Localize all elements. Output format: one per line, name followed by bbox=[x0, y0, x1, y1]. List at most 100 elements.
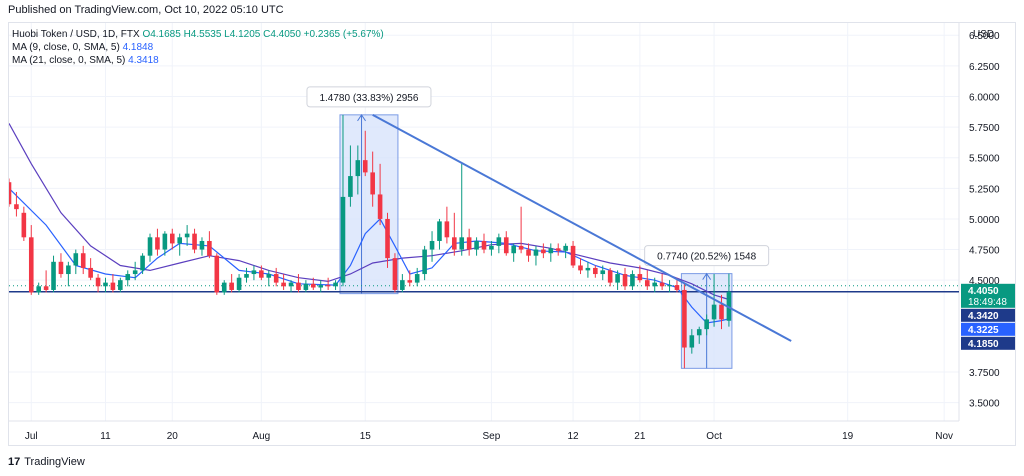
candle-body bbox=[207, 240, 212, 256]
candle-body bbox=[155, 237, 160, 250]
candle-body bbox=[273, 274, 279, 283]
candle-body bbox=[459, 237, 465, 250]
y-tick-label: 6.5000 bbox=[969, 31, 1000, 42]
x-tick-label: 11 bbox=[100, 431, 111, 442]
x-tick-label: Aug bbox=[252, 431, 270, 442]
trend-line bbox=[372, 113, 792, 342]
y-tick-label: 4.5000 bbox=[969, 276, 1000, 287]
candle-body bbox=[103, 282, 108, 287]
candle-body bbox=[607, 270, 613, 283]
candle-body bbox=[303, 283, 309, 290]
candle-body bbox=[21, 212, 27, 238]
candle-body bbox=[36, 286, 41, 293]
x-tick-label: 12 bbox=[568, 431, 580, 442]
legend-ma21-label: MA (21, close, 0, SMA, 5) bbox=[12, 55, 126, 66]
candle-body bbox=[385, 218, 390, 259]
tradingview-logo-icon: 17 bbox=[8, 456, 21, 468]
candle-body bbox=[251, 270, 257, 275]
y-tick-label: 3.5000 bbox=[969, 399, 1000, 410]
legend-symbol: Huobi Token / USD, 1D, FTX bbox=[12, 29, 140, 40]
candle-body bbox=[422, 249, 427, 275]
y-tick-label: 3.7500 bbox=[969, 368, 1000, 379]
candle-body bbox=[221, 282, 227, 293]
price-badge-text: 4.4050 bbox=[968, 286, 999, 297]
y-tick-label: 5.7500 bbox=[969, 123, 1000, 134]
measure-label-box bbox=[644, 245, 770, 267]
candle-body bbox=[370, 172, 375, 195]
candle-body bbox=[518, 245, 524, 250]
candle-body bbox=[377, 194, 383, 219]
price-badge-countdown: 18:49:48 bbox=[968, 297, 1007, 308]
candle-body bbox=[80, 253, 86, 268]
candle-body bbox=[511, 245, 516, 254]
candle-body bbox=[414, 274, 420, 283]
candle-body bbox=[555, 248, 561, 251]
candle-body bbox=[541, 249, 546, 254]
candle-body bbox=[110, 282, 116, 290]
candle-body bbox=[177, 237, 183, 244]
candle-body bbox=[615, 274, 620, 283]
candle-body bbox=[184, 233, 190, 238]
candle-body bbox=[214, 255, 220, 293]
candle-body bbox=[125, 274, 131, 281]
candle-body bbox=[674, 285, 680, 290]
candle-body bbox=[563, 245, 568, 251]
candle-body bbox=[296, 282, 301, 290]
candle-body bbox=[548, 248, 554, 254]
footer-brand: 17 TradingView bbox=[8, 456, 85, 468]
candle-body bbox=[192, 233, 197, 250]
candle-body bbox=[281, 282, 286, 287]
candle-body bbox=[28, 237, 34, 293]
measure-label: 0.7740 (20.52%) 1548 bbox=[657, 252, 756, 263]
price-badge-3 bbox=[961, 336, 1015, 350]
price-badge-0 bbox=[961, 283, 1015, 308]
candle-body bbox=[199, 240, 205, 250]
chart-frame: USD 6.5000 6.2500 6.0000 5.7500 5.5000 5.2500 5… bbox=[8, 22, 1016, 446]
candle-body bbox=[229, 282, 234, 290]
candle-body bbox=[348, 176, 353, 197]
footer-brand-name: TradingView bbox=[24, 456, 85, 468]
candle-body bbox=[88, 267, 93, 278]
candle-body bbox=[132, 270, 138, 275]
candle-body bbox=[593, 267, 598, 275]
x-tick-label: 15 bbox=[360, 431, 372, 442]
candle-body bbox=[236, 277, 242, 290]
candle-body bbox=[73, 253, 79, 266]
candle-body bbox=[452, 237, 457, 250]
price-badge-1 bbox=[961, 308, 1015, 322]
chart-legend: Huobi Token / USD, 1D, FTX O4.1685 H4.55… bbox=[12, 28, 384, 67]
measure-box bbox=[339, 114, 399, 295]
y-tick-label: 5.2500 bbox=[969, 184, 1000, 195]
x-tick-label: 20 bbox=[167, 431, 179, 442]
y-tick-label: 6.2500 bbox=[969, 62, 1000, 73]
candle-body bbox=[444, 221, 450, 238]
currency-label: USD bbox=[973, 29, 994, 40]
candle-body bbox=[696, 329, 702, 336]
candle-body bbox=[340, 196, 346, 283]
y-tick-label: 6.0000 bbox=[969, 92, 1000, 103]
candle-body bbox=[578, 265, 583, 271]
x-tick-label: Nov bbox=[935, 431, 953, 442]
candle-body bbox=[51, 261, 56, 290]
candle-body bbox=[429, 240, 435, 250]
candle-body bbox=[682, 289, 687, 348]
candle-body bbox=[407, 280, 413, 283]
candle-body bbox=[400, 280, 405, 290]
x-tick-label: Oct bbox=[706, 431, 722, 442]
price-badge-text: 4.1850 bbox=[968, 339, 999, 350]
candle-body bbox=[310, 283, 316, 288]
candle-body bbox=[325, 285, 331, 287]
candle-body bbox=[503, 237, 509, 254]
candle-body bbox=[570, 245, 576, 266]
candle-body bbox=[437, 221, 442, 241]
candle-body bbox=[704, 319, 709, 330]
candle-body bbox=[392, 258, 398, 290]
candle-body bbox=[95, 277, 101, 287]
x-tick-label: 19 bbox=[842, 431, 854, 442]
candle-body bbox=[140, 255, 145, 271]
candle-body bbox=[652, 282, 658, 287]
ma21-line bbox=[9, 123, 730, 301]
candle-body bbox=[162, 233, 168, 250]
legend-ma9-value: 4.1848 bbox=[122, 42, 154, 53]
